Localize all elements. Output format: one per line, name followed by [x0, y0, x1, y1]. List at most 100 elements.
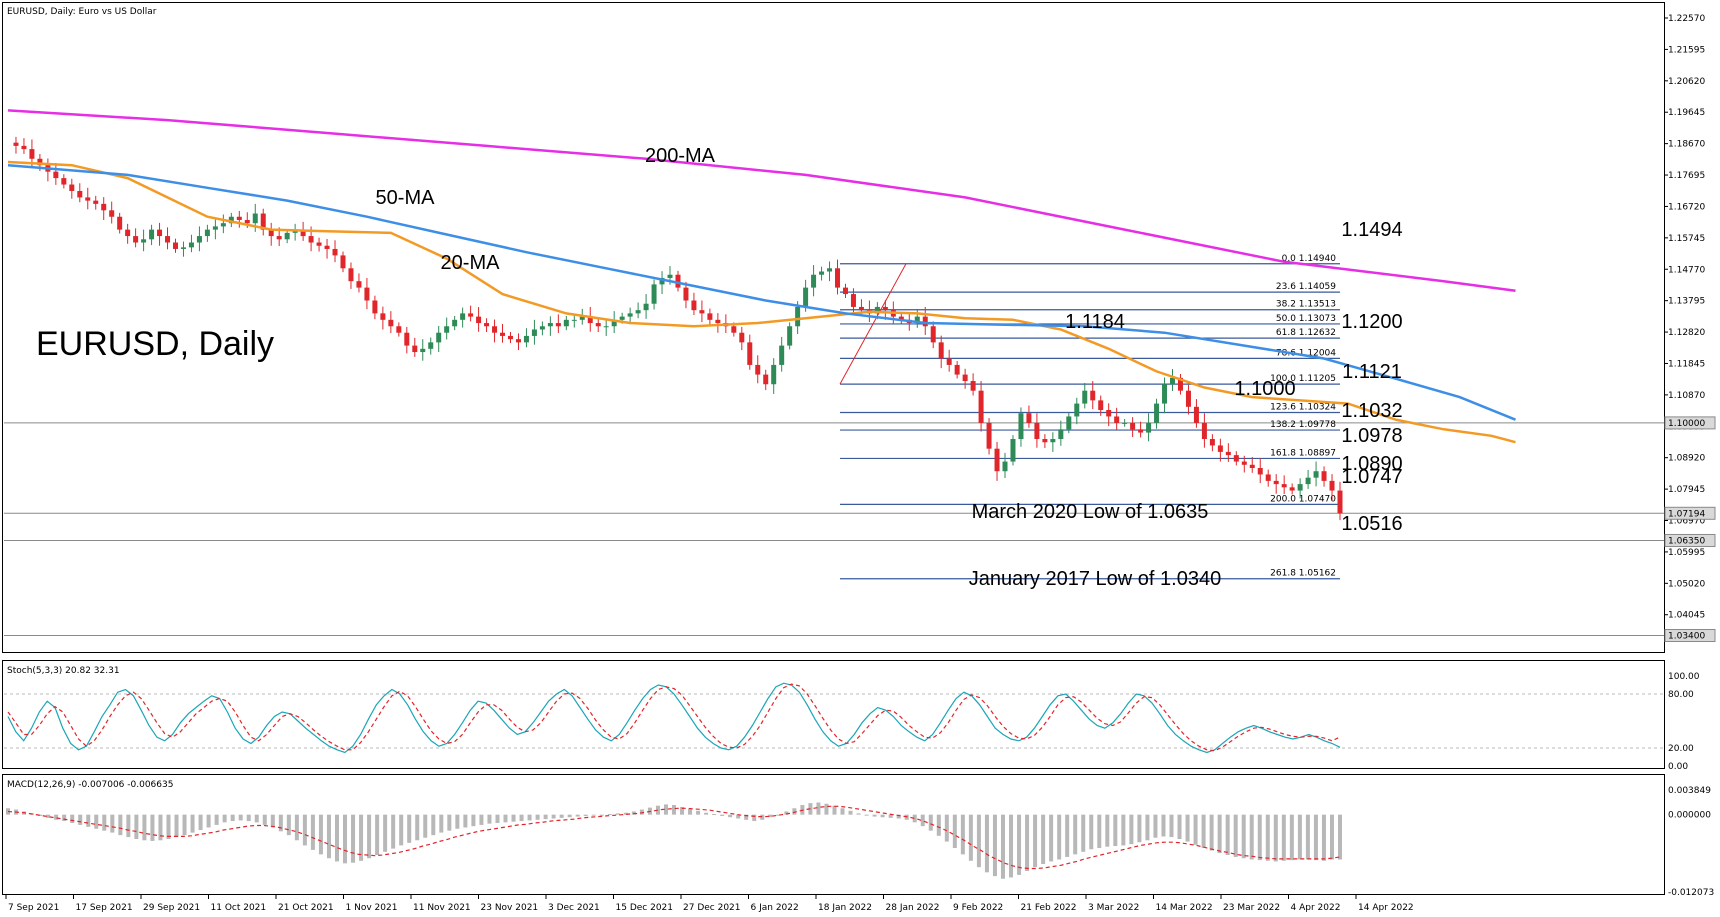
- candle-body: [260, 213, 266, 230]
- macd-histogram-bar: [1249, 814, 1254, 860]
- macd-histogram-bar: [431, 814, 436, 836]
- fib-label: 38.2 1.13513: [1276, 300, 1336, 310]
- candle-body: [898, 316, 904, 320]
- macd-histogram-bar: [1153, 814, 1158, 838]
- y-tick-label: 1.21595: [1668, 45, 1705, 55]
- macd-histogram-bar: [359, 814, 364, 861]
- macd-histogram-bar: [1097, 814, 1102, 848]
- macd-histogram-bar: [944, 814, 949, 842]
- candle-body: [1329, 480, 1335, 491]
- candle-body: [922, 316, 928, 327]
- level-price-box: [1664, 506, 1716, 520]
- fib-label: 138.2 1.09778: [1270, 420, 1336, 430]
- candle-body: [811, 274, 817, 288]
- macd-histogram-bar: [728, 814, 733, 818]
- macd-histogram-bar: [639, 809, 644, 815]
- fib-label: 61.8 1.12632: [1276, 328, 1336, 338]
- candle-body: [835, 268, 841, 288]
- candle-body: [946, 358, 952, 365]
- candle-body: [507, 335, 513, 340]
- candle-body: [611, 319, 617, 327]
- macd-histogram-bar: [110, 814, 115, 833]
- macd-histogram-bar: [262, 814, 267, 825]
- macd-histogram-bar: [415, 814, 420, 841]
- y-tick-label: 1.14770: [1668, 265, 1705, 275]
- annotation-label: 1.0978: [1341, 425, 1402, 447]
- macd-histogram-bar: [294, 814, 299, 841]
- macd-histogram-bar: [383, 814, 388, 852]
- candle-body: [37, 158, 43, 166]
- candle-body: [380, 313, 386, 320]
- candle-body: [882, 306, 888, 311]
- level-price-box: [1664, 629, 1716, 643]
- candle-body: [978, 390, 984, 423]
- macd-tick-label: -0.012073: [1668, 888, 1714, 898]
- macd-histogram-bar: [1265, 814, 1270, 861]
- y-tick-label: 1.08920: [1668, 454, 1705, 464]
- candle-body: [1010, 439, 1016, 462]
- candle-body: [651, 284, 657, 304]
- macd-histogram-bar: [551, 814, 556, 819]
- annotation-label: 1.1200: [1341, 311, 1402, 333]
- moving-averages: [7, 109, 1516, 444]
- candle-body: [842, 287, 848, 295]
- candle-body: [29, 149, 35, 159]
- macd-indicator: 0.003849 0.000000 -0.012073: [6, 786, 1714, 898]
- macd-histogram-bar: [222, 814, 227, 823]
- macd-histogram-bar: [856, 813, 861, 815]
- candle-body: [587, 316, 593, 324]
- candle-body: [707, 313, 713, 320]
- candle-body: [13, 142, 19, 146]
- candle-body: [675, 274, 681, 288]
- macd-histogram-bar: [1057, 814, 1062, 860]
- annotation-label: January 2017 Low of 1.0340: [969, 568, 1221, 590]
- macd-histogram-bar: [1177, 814, 1182, 840]
- macd-histogram-bar: [447, 814, 452, 831]
- macd-histogram-bar: [142, 814, 147, 841]
- stoch-header: Stoch(5,3,3) 20.82 32.31: [7, 666, 120, 676]
- candle-body: [659, 277, 665, 285]
- stoch-tick-label: 80.00: [1668, 690, 1694, 700]
- macd-histogram-bar: [54, 814, 59, 820]
- macd-histogram-bar: [455, 814, 460, 829]
- macd-histogram-bar: [672, 805, 676, 815]
- candle-body: [157, 229, 163, 237]
- candle-body: [667, 274, 673, 278]
- macd-histogram-bar: [238, 814, 243, 821]
- macd-histogram-bar: [166, 814, 171, 840]
- macd-histogram-bar: [696, 810, 701, 815]
- macd-histogram-bar: [880, 814, 885, 818]
- macd-histogram-bar: [984, 814, 989, 873]
- candle-body: [1114, 416, 1120, 423]
- macd-histogram-bar: [1033, 814, 1038, 868]
- x-tick-label: 15 Dec 2021: [616, 903, 674, 913]
- x-tick-label: 9 Feb 2022: [953, 903, 1003, 913]
- macd-histogram-bar: [559, 814, 564, 818]
- candle-body: [460, 313, 466, 320]
- candle-body: [619, 316, 625, 320]
- macd-histogram-bar: [278, 814, 283, 832]
- candle-body: [1058, 429, 1064, 440]
- macd-histogram-bar: [310, 814, 315, 850]
- ma-line-50-ma: [7, 163, 1516, 421]
- macd-histogram-bar: [1233, 814, 1238, 857]
- candle-body: [994, 448, 1000, 472]
- x-tick-label: 23 Nov 2021: [481, 903, 539, 913]
- candle-body: [332, 248, 338, 256]
- candle-body: [747, 342, 753, 365]
- x-tick-label: 3 Dec 2021: [548, 903, 600, 913]
- candle-body: [699, 310, 705, 314]
- macd-histogram-bar: [318, 814, 323, 855]
- candle-body: [1034, 422, 1040, 440]
- candle-body: [531, 329, 537, 336]
- macd-histogram-bar: [816, 802, 821, 815]
- candle-body: [795, 306, 801, 327]
- fib-label: 50.0 1.13073: [1276, 314, 1336, 324]
- macd-histogram-bar: [848, 810, 853, 815]
- x-tick-label: 28 Jan 2022: [886, 903, 940, 913]
- candle-body: [1002, 461, 1008, 472]
- candle-body: [1201, 422, 1207, 440]
- candle-body: [61, 178, 67, 185]
- macd-histogram-bar: [78, 814, 83, 825]
- candle-body: [388, 319, 394, 327]
